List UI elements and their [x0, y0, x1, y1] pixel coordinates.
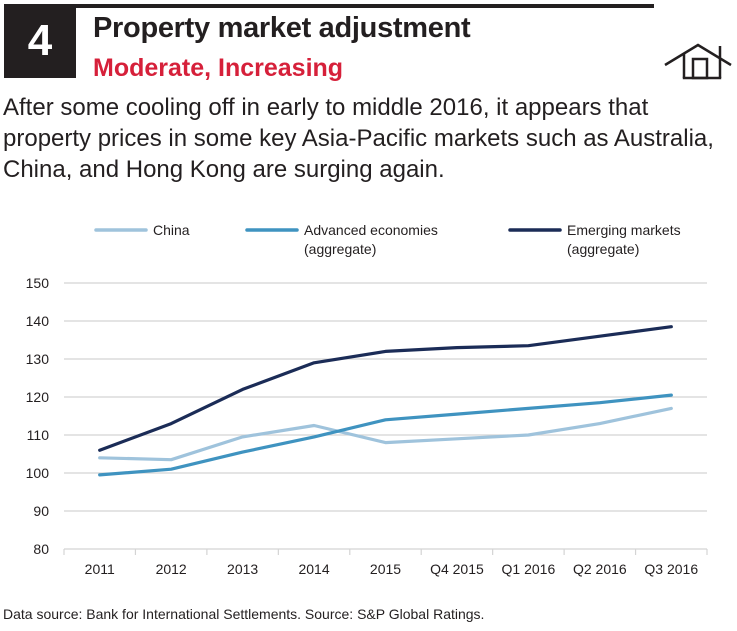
y-tick-label: 90: [33, 503, 49, 519]
y-tick-label: 140: [26, 313, 50, 329]
house-icon: [664, 43, 732, 80]
x-tick-label: Q4 2015: [430, 561, 484, 577]
page-title: Property market adjustment: [93, 12, 471, 44]
x-tick-label: 2011: [85, 561, 115, 577]
x-tick-label: Q1 2016: [502, 561, 556, 577]
x-tick-label: Q3 2016: [644, 561, 698, 577]
y-tick-label: 130: [26, 351, 50, 367]
section-number-badge: 4: [4, 4, 76, 78]
x-tick-label: 2014: [298, 561, 329, 577]
series-line-2: [98, 325, 673, 452]
line-chart: China Advanced economies(aggregate)Emergi…: [26, 222, 708, 577]
legend-item: China: [94, 222, 190, 238]
chart-gridlines: [64, 282, 707, 512]
section-number: 4: [27, 16, 53, 65]
legend-label: (aggregate): [304, 241, 376, 257]
y-tick-label: 110: [27, 427, 50, 443]
y-tick-label: 80: [33, 541, 49, 557]
x-tick-label: 2013: [227, 561, 258, 577]
risk-level-subtitle: Moderate, Increasing: [93, 54, 344, 82]
intro-paragraph: After some cooling off in early to middl…: [3, 94, 714, 183]
source-footnote: Data source: Bank for International Sett…: [3, 606, 485, 622]
legend-label: Emerging markets: [567, 222, 681, 238]
x-axis: 2011 2012 2013 2014 2015 Q4 2015 Q1 2016 Q2 201…: [63, 548, 708, 577]
top-rule-divider: [76, 4, 654, 8]
chart-legend: China Advanced economies(aggregate)Emergi…: [94, 222, 681, 257]
x-tick-label: 2015: [370, 561, 401, 577]
x-tick-label: Q2 2016: [573, 561, 627, 577]
y-tick-label: 150: [26, 275, 50, 291]
x-tick-label: 2012: [156, 561, 187, 577]
y-tick-label: 120: [26, 389, 50, 405]
legend-item: Emerging markets (aggregate): [508, 222, 681, 257]
chart-series: [98, 325, 673, 477]
legend-label: (aggregate): [567, 241, 639, 257]
y-axis: 80 90 100 110 120 130 140 150: [26, 275, 50, 557]
legend-label: China: [153, 222, 190, 238]
legend-label: Advanced economies: [304, 222, 438, 238]
legend-item: Advanced economies (aggregate): [245, 222, 438, 257]
y-tick-label: 100: [26, 465, 50, 481]
